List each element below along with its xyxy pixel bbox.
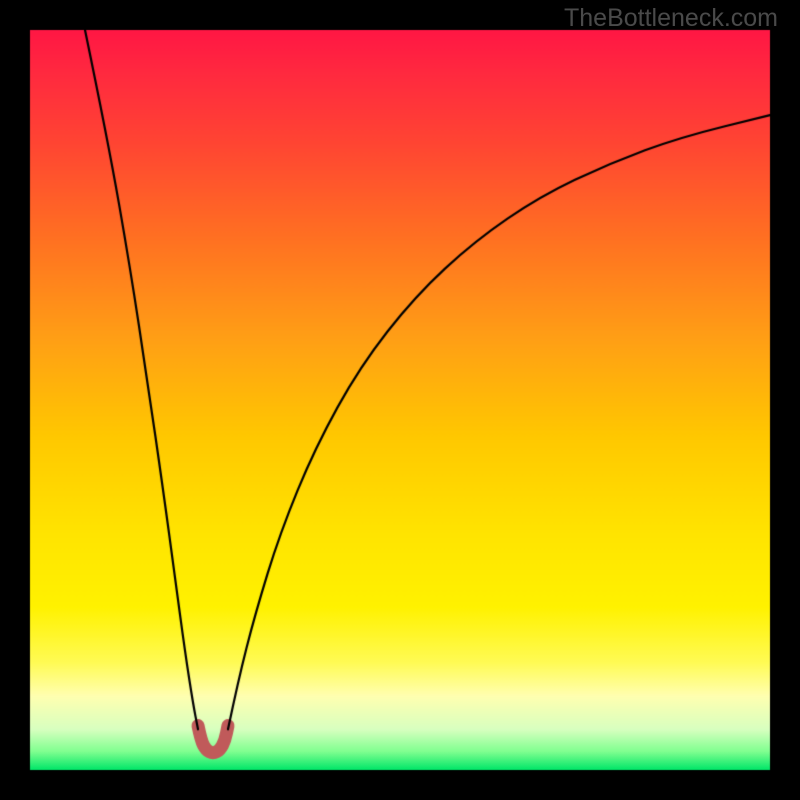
bottleneck-chart-canvas [0,0,800,800]
chart-stage: TheBottleneck.com [0,0,800,800]
